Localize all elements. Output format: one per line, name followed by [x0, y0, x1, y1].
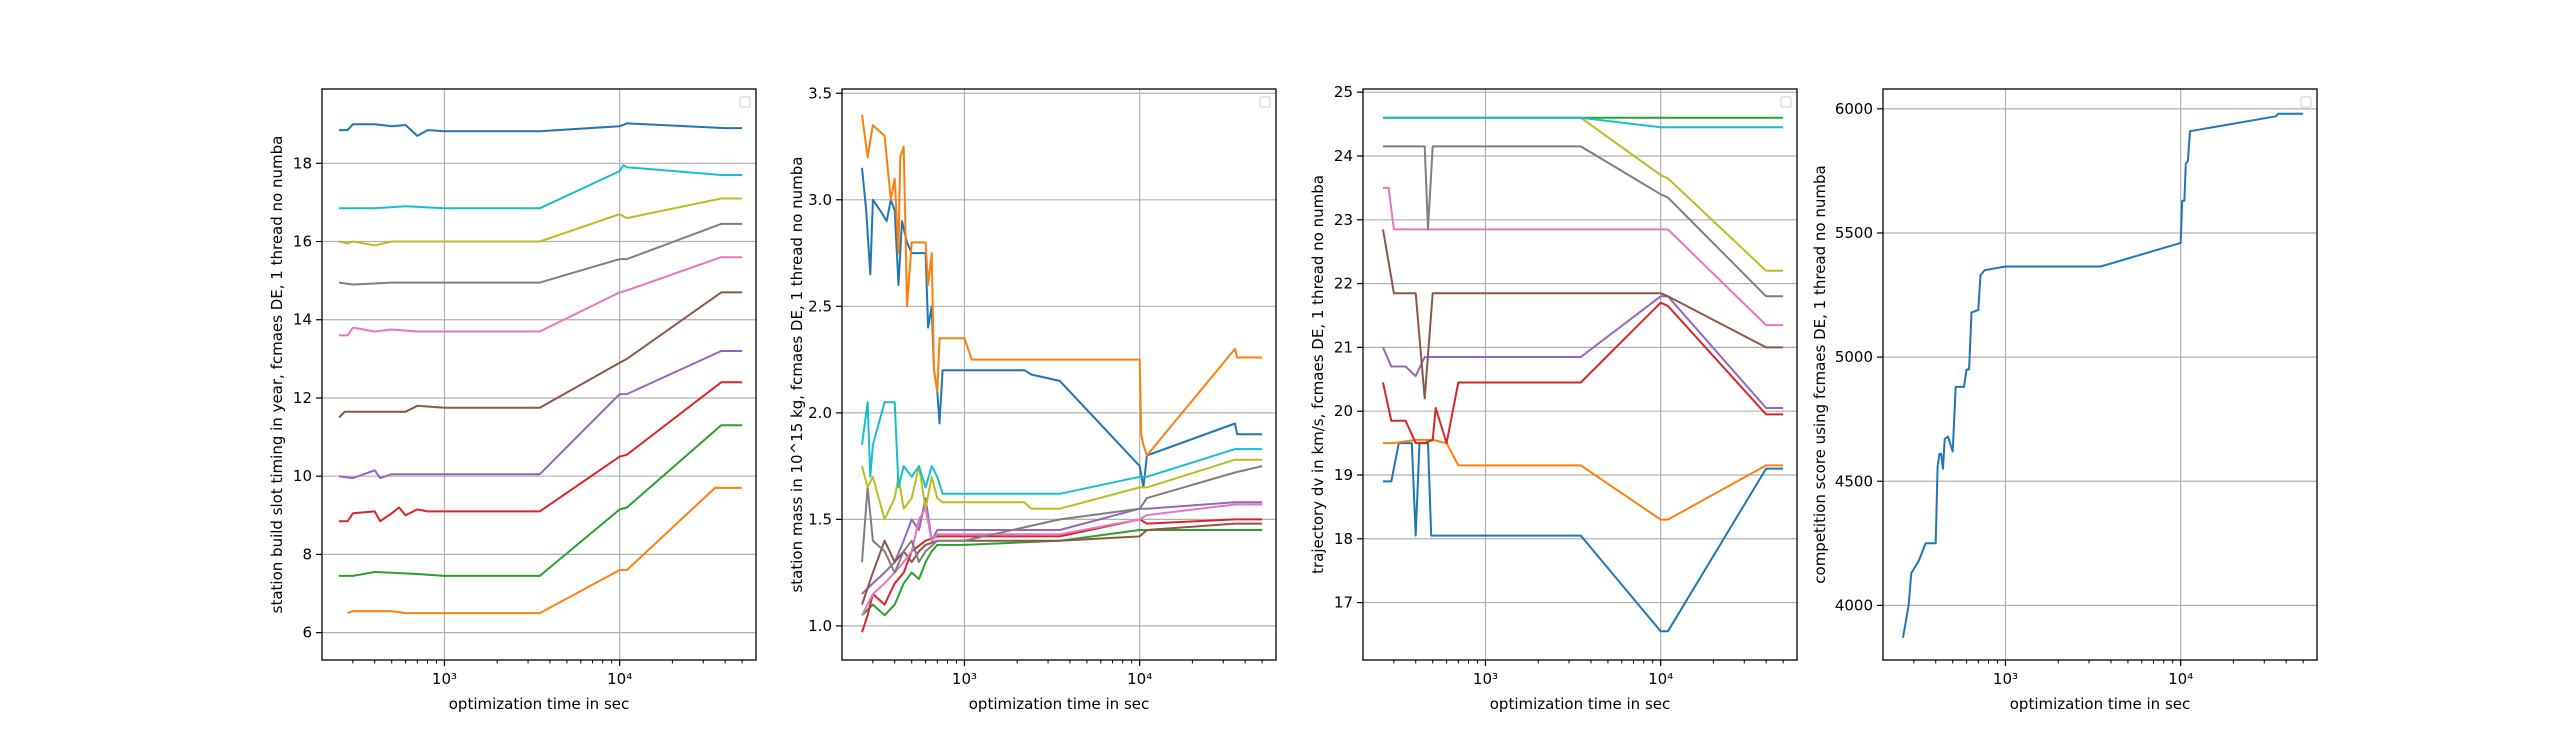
x-axis-label: optimization time in sec	[2010, 695, 2190, 713]
series-line-6	[1382, 229, 1784, 400]
x-tick-label: 10⁴	[1648, 670, 1673, 688]
legend-box	[1259, 96, 1271, 108]
y-tick-label: 5500	[1835, 224, 1873, 242]
panel-1: 10³ 10⁴ 6 8 10 12 14 16 18 optimization time in s…	[268, 88, 757, 713]
y-tick-label: 3.5	[808, 84, 832, 102]
y-tick-label: 4000	[1835, 596, 1873, 614]
x-tick-label: 10³	[1473, 670, 1498, 688]
legend-box	[2300, 96, 2312, 108]
y-tick-label: 25	[1334, 83, 1353, 101]
y-tick-label: 19	[1334, 466, 1353, 484]
axes-frame	[1882, 88, 2318, 661]
legend-box	[739, 96, 751, 108]
series-line-6	[861, 522, 1263, 605]
y-tick-label: 20	[1334, 402, 1353, 420]
y-tick-label: 14	[293, 311, 312, 329]
y-tick-label: 18	[1334, 530, 1353, 548]
series-line-3	[861, 529, 1263, 617]
series-line-9	[338, 197, 743, 247]
panel-3: 10³ 10⁴ 17 18 19 20 21 22 23 24 25 optimization tim…	[1309, 83, 1798, 713]
series-line-10	[339, 164, 743, 210]
panel-4: 10³ 10⁴ 4000 4500 5000 5500 6000 optimization t…	[1811, 88, 2318, 713]
series-line-7	[861, 503, 1263, 616]
y-tick-label: 8	[302, 545, 312, 563]
y-tick-label: 21	[1334, 338, 1353, 356]
y-tick-label: 24	[1334, 147, 1353, 165]
series-line-5	[861, 497, 1263, 595]
x-tick-label: 10³	[1993, 670, 2018, 688]
axes-frame	[321, 88, 757, 661]
series-line-2	[861, 114, 1263, 457]
legend-box	[1780, 96, 1792, 108]
axes-frame	[841, 88, 1277, 661]
series-line-4	[1382, 301, 1784, 445]
series-line-2	[347, 486, 743, 615]
y-axis-label: station mass in 10^15 kg, fcmaes DE, 1 t…	[788, 156, 806, 592]
y-tick-label: 16	[293, 233, 312, 251]
series-line-1	[1902, 112, 2304, 638]
x-tick-label: 10⁴	[1127, 670, 1152, 688]
y-tick-label: 1.0	[808, 617, 832, 635]
y-axis-label: competition score using fcmaes DE, 1 thr…	[1811, 165, 1829, 583]
y-axis-label: trajectory dv in km/s, fcmaes DE, 1 thre…	[1309, 175, 1327, 574]
series-line-1	[861, 167, 1263, 489]
series-line-8	[1383, 145, 1784, 298]
y-tick-label: 1.5	[808, 510, 832, 528]
series-line-4	[339, 381, 743, 523]
series-line-7	[1383, 186, 1784, 327]
series-line-5	[1382, 295, 1784, 409]
series-line-9	[861, 458, 1263, 521]
y-tick-label: 2.0	[808, 404, 832, 422]
y-tick-label: 22	[1334, 275, 1353, 293]
series-line-5	[338, 350, 743, 480]
series-line-6	[338, 291, 743, 419]
x-tick-label: 10³	[432, 670, 457, 688]
series-line-10	[861, 401, 1263, 495]
y-tick-label: 10	[293, 467, 312, 485]
y-tick-label: 23	[1334, 211, 1353, 229]
x-tick-label: 10⁴	[607, 670, 632, 688]
x-axis-label: optimization time in sec	[1490, 695, 1670, 713]
series-line-3	[339, 424, 743, 577]
axes-frame	[1362, 88, 1798, 661]
panel-2: 10³ 10⁴ 1.0 1.5 2.0 2.5 3.0 3.5 optimization tim…	[788, 84, 1277, 713]
series-line-8	[338, 222, 743, 286]
x-tick-label: 10³	[952, 670, 977, 688]
x-axis-label: optimization time in sec	[449, 695, 629, 713]
y-tick-label: 3.0	[808, 191, 832, 209]
series-line-9	[1383, 116, 1784, 272]
y-tick-label: 6000	[1835, 100, 1873, 118]
y-tick-label: 18	[293, 154, 312, 172]
series-line-2	[1383, 438, 1784, 521]
series-line-4	[861, 518, 1263, 633]
y-tick-label: 12	[293, 389, 312, 407]
x-axis-label: optimization time in sec	[969, 695, 1149, 713]
y-tick-label: 6	[302, 624, 312, 642]
series-line-1	[1383, 442, 1784, 633]
y-tick-label: 17	[1334, 594, 1353, 612]
x-tick-label: 10⁴	[2168, 670, 2193, 688]
y-tick-label: 4500	[1835, 472, 1873, 490]
series-line-7	[339, 256, 743, 337]
series-line-1	[339, 122, 743, 137]
series-line-10	[1383, 116, 1784, 129]
series-line-8	[861, 465, 1263, 574]
y-tick-label: 5000	[1835, 348, 1873, 366]
y-axis-label: station build slot timing in year, fcmae…	[268, 136, 286, 614]
y-tick-label: 2.5	[808, 297, 832, 315]
